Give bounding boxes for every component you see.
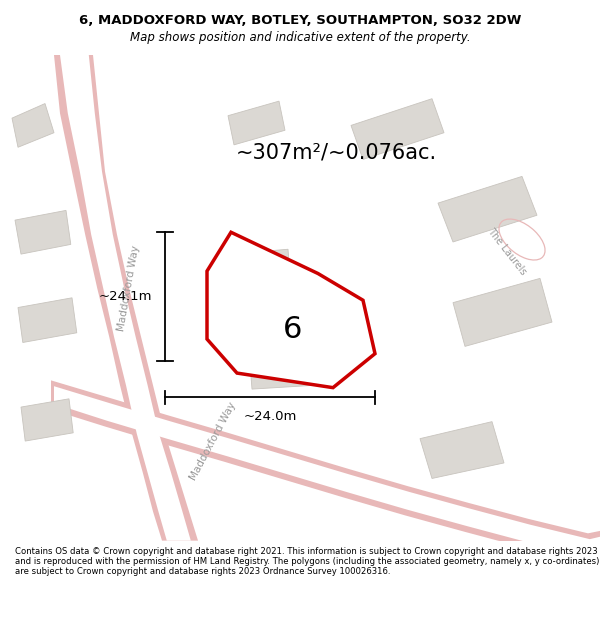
- Polygon shape: [249, 348, 315, 389]
- Text: Maddoxford Way: Maddoxford Way: [116, 244, 142, 332]
- Polygon shape: [12, 104, 54, 148]
- Polygon shape: [207, 232, 375, 388]
- Text: Maddoxford Way: Maddoxford Way: [188, 401, 238, 482]
- Text: Map shows position and indicative extent of the property.: Map shows position and indicative extent…: [130, 31, 470, 44]
- Polygon shape: [54, 55, 198, 541]
- Polygon shape: [453, 278, 552, 346]
- Text: 6: 6: [283, 315, 302, 344]
- Polygon shape: [60, 55, 191, 541]
- Text: ~24.0m: ~24.0m: [244, 409, 296, 422]
- Polygon shape: [21, 399, 73, 441]
- Polygon shape: [51, 381, 600, 562]
- Polygon shape: [18, 298, 77, 343]
- Polygon shape: [15, 211, 71, 254]
- Polygon shape: [438, 176, 537, 242]
- Polygon shape: [228, 101, 285, 145]
- Text: 6, MADDOXFORD WAY, BOTLEY, SOUTHAMPTON, SO32 2DW: 6, MADDOXFORD WAY, BOTLEY, SOUTHAMPTON, …: [79, 14, 521, 27]
- Polygon shape: [420, 422, 504, 479]
- Polygon shape: [351, 99, 444, 159]
- Text: ~307m²/~0.076ac.: ~307m²/~0.076ac.: [235, 142, 437, 162]
- Text: The Laurels: The Laurels: [485, 226, 529, 277]
- Text: Contains OS data © Crown copyright and database right 2021. This information is : Contains OS data © Crown copyright and d…: [15, 546, 599, 576]
- Polygon shape: [54, 386, 600, 557]
- Text: ~24.1m: ~24.1m: [98, 290, 152, 303]
- Polygon shape: [231, 249, 291, 291]
